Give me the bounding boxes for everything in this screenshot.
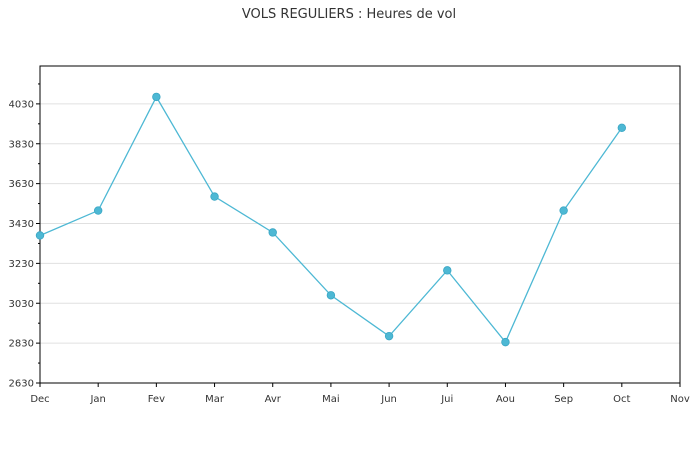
x-tick-label: Aou — [496, 394, 515, 405]
y-axis-ticks: 2630 2830 3030 3230 3430 3630 3830 4030 — [9, 83, 40, 390]
x-tick-label: Oct — [613, 394, 630, 405]
y-tick-label: 2830 — [9, 339, 34, 350]
x-tick-label: Jan — [89, 394, 105, 405]
data-point — [443, 266, 452, 275]
x-tick-label: Fev — [148, 394, 165, 405]
x-tick-label: Mai — [322, 394, 340, 405]
x-tick-label: Nov — [670, 394, 690, 405]
x-tick-label: Jun — [380, 394, 397, 405]
x-tick-label: Sep — [554, 394, 573, 405]
y-tick-label: 3230 — [9, 259, 34, 270]
data-point — [268, 228, 277, 237]
x-tick-label: Dec — [30, 394, 49, 405]
y-tick-label: 3430 — [9, 219, 34, 230]
series-line — [39, 95, 623, 344]
data-point — [210, 192, 219, 201]
x-tick-label: Jui — [440, 394, 453, 405]
data-point — [326, 291, 336, 300]
data-point — [617, 123, 627, 133]
data-series — [35, 92, 627, 347]
plot-frame — [39, 65, 681, 384]
y-tick-label: 4030 — [9, 99, 34, 110]
data-point — [559, 206, 568, 215]
x-tick-label: Avr — [265, 394, 282, 405]
data-point — [93, 206, 103, 215]
y-tick-label: 3030 — [9, 299, 34, 310]
y-tick-label: 3830 — [9, 139, 34, 150]
chart-title: VOLS REGULIERS : Heures de vol — [242, 7, 456, 22]
y-tick-label: 3630 — [9, 179, 34, 190]
x-axis-ticks: Dec Jan Fev Mar Avr Mai Jun Jui Aou Sep Oct Nov — [30, 383, 690, 405]
y-tick-label: 2630 — [9, 379, 34, 390]
data-point — [384, 331, 394, 341]
x-tick-label: Mar — [205, 394, 225, 405]
grid-lines — [40, 103, 680, 344]
data-point — [501, 337, 510, 347]
data-point — [152, 92, 161, 102]
axes — [39, 65, 681, 384]
data-point — [35, 231, 45, 240]
